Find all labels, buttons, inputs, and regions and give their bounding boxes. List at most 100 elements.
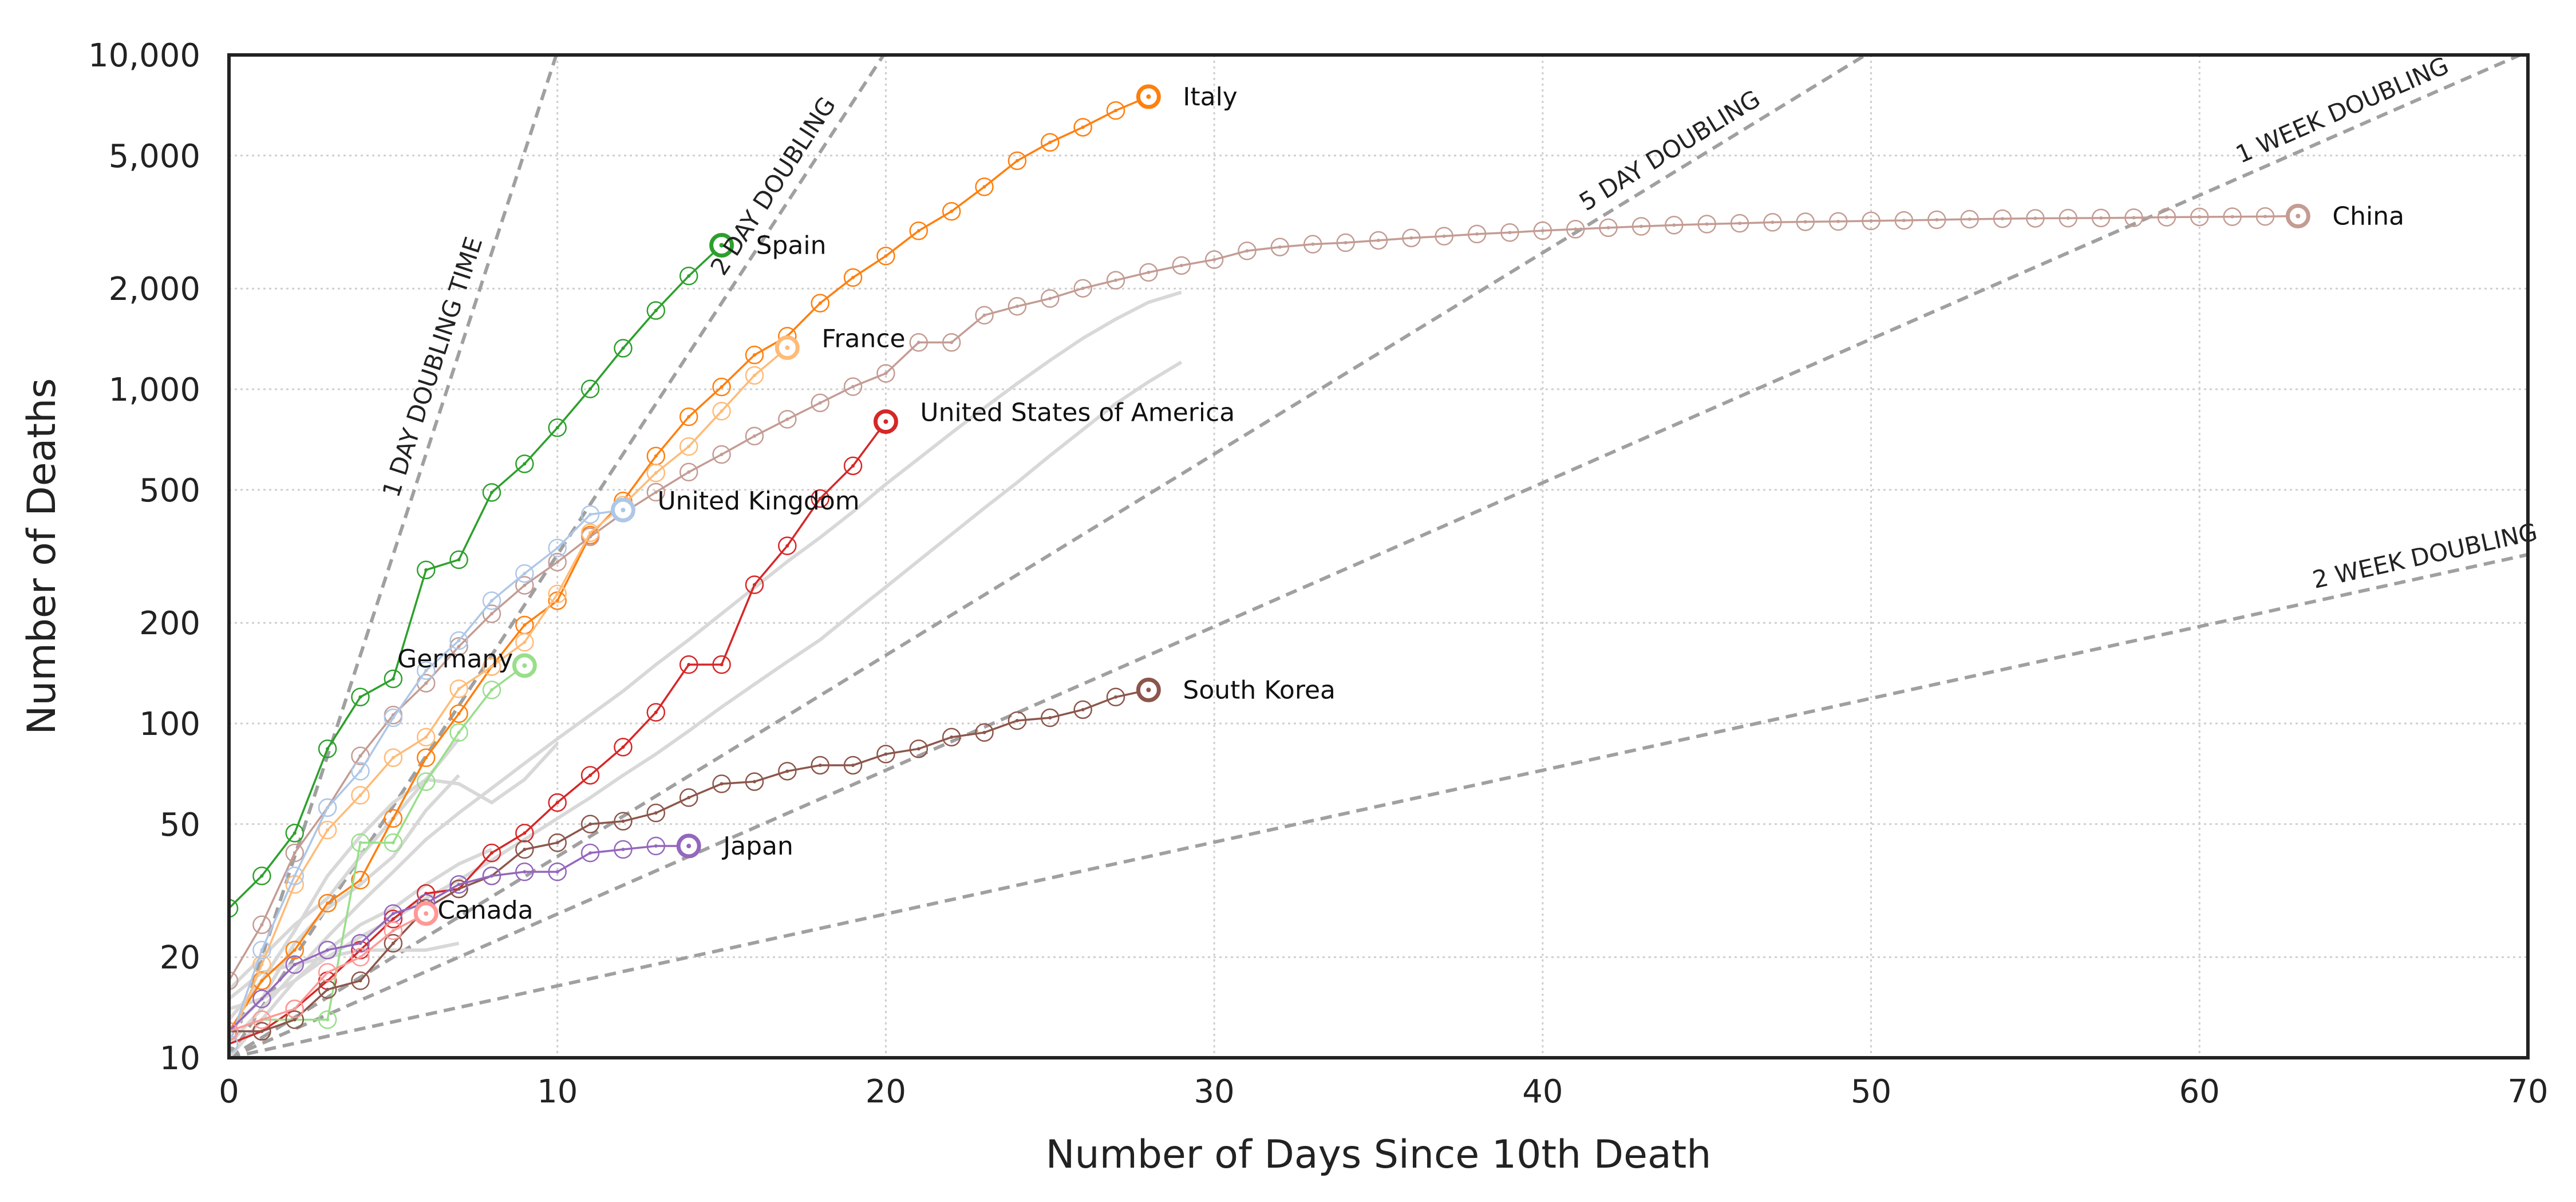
series-point [2223, 207, 2242, 226]
series-point-center [686, 844, 692, 849]
series-point [416, 661, 436, 680]
series-point-center [2066, 216, 2070, 220]
series-point [548, 584, 567, 604]
series-point [416, 772, 436, 791]
series-point [285, 940, 304, 960]
series-point-center [720, 782, 724, 786]
reference-lines [229, 55, 2528, 1058]
series-point-center [424, 756, 428, 760]
series-point-center [2001, 217, 2005, 221]
series-point-center [654, 710, 658, 714]
y-tick-label: 5,000 [109, 138, 200, 175]
series-point [580, 843, 600, 863]
y-axis-label: Number of Deaths [19, 378, 65, 735]
series-point [614, 840, 633, 859]
series-label: United States of America [920, 398, 1235, 428]
series-point-center [1967, 217, 1971, 221]
series-point [351, 871, 370, 889]
series-point [1697, 215, 1716, 234]
y-tick-label: 10 [160, 1040, 200, 1077]
series-point-center [720, 663, 724, 667]
series-point-center [293, 851, 297, 855]
series-group [229, 335, 800, 1054]
series-point [1106, 271, 1125, 290]
doubling-line [229, 55, 886, 1058]
series-point-center [293, 963, 297, 967]
series-point-center [555, 592, 559, 596]
series-point [285, 955, 304, 974]
series-point [745, 426, 764, 446]
series-point-center [293, 1018, 297, 1022]
series-point-center [1081, 707, 1085, 711]
series-point [1599, 218, 1618, 238]
series-point-center [687, 470, 691, 474]
series-point [548, 552, 567, 572]
y-tick-label: 20 [160, 939, 200, 976]
series-point [285, 824, 304, 843]
series-point [449, 631, 468, 650]
series-point-center [752, 353, 756, 357]
series-point [482, 483, 501, 502]
x-tick-label: 70 [2507, 1073, 2548, 1110]
series-point-center [523, 870, 527, 874]
series-point [318, 820, 337, 840]
series-point-center [2263, 215, 2267, 219]
series-point [351, 947, 370, 967]
series-point-center [818, 496, 822, 500]
series-label: South Korea [1183, 675, 1336, 705]
series-label: Canada [437, 896, 533, 925]
series-point-center [555, 599, 559, 603]
series-point-center [522, 663, 527, 668]
series-point [679, 655, 698, 674]
series-point-center [523, 848, 527, 852]
series-point-center [523, 462, 527, 466]
series-point [1073, 700, 1092, 719]
series-point-center [2132, 216, 2136, 220]
doubling-line [229, 55, 558, 1058]
series-point-center [1705, 222, 1709, 226]
doubling-line-label: 5 DAY DOUBLING [1574, 85, 1765, 216]
series-point-center [555, 801, 559, 805]
series-label: Japan [721, 832, 793, 861]
series-point [1106, 687, 1125, 707]
doubling-line-label: 1 DAY DOUBLING TIME [377, 234, 488, 501]
series-point-center [818, 763, 822, 767]
series-point-center [391, 928, 395, 932]
series-point [1041, 133, 1060, 152]
series-point [1270, 238, 1290, 256]
series-point [646, 463, 666, 483]
series-point-center [1475, 232, 1479, 236]
series-point-center [424, 780, 428, 784]
series-point [318, 798, 337, 817]
series-point [351, 833, 370, 852]
series-point-center [260, 1029, 264, 1033]
series-label: Italy [1183, 82, 1237, 112]
series-group [229, 497, 635, 1054]
series-point [580, 379, 600, 398]
series-point-center [1935, 218, 1939, 222]
series-point-center [260, 948, 264, 952]
series-point-center [260, 874, 264, 878]
series-point-center [260, 923, 264, 927]
series-point [1665, 216, 1684, 235]
series-point [1631, 217, 1651, 236]
series-point [384, 934, 403, 953]
series-point-center [457, 730, 461, 734]
series-point [876, 745, 895, 764]
series-point-center [424, 568, 428, 572]
series-point [876, 364, 895, 383]
series-point-center [358, 769, 362, 773]
series-point-center [1574, 227, 1578, 231]
series-point [252, 971, 271, 990]
series-point-center [621, 745, 625, 749]
series-point-center [2099, 216, 2103, 220]
series-point [679, 788, 698, 807]
series-point [285, 1010, 304, 1029]
series-point [1172, 256, 1191, 275]
series-point [1828, 212, 1848, 231]
series-point [252, 915, 271, 934]
series-point-center [358, 942, 362, 946]
series-point [229, 1022, 239, 1041]
series-point [1008, 711, 1027, 730]
series-point [843, 377, 863, 396]
